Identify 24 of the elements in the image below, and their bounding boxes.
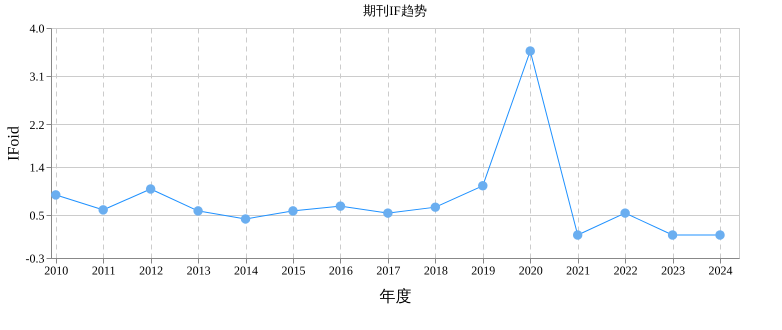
y-tick-label: 2.2 <box>30 118 44 132</box>
x-tick-label: 2024 <box>708 264 733 278</box>
x-tick-label: 2014 <box>234 264 258 278</box>
y-tick-label: 1.4 <box>30 160 44 175</box>
y-tick-label: 4.0 <box>30 22 44 36</box>
x-tick-label: 2012 <box>139 264 164 278</box>
x-tick-label: 2022 <box>614 264 638 278</box>
y-tick-label: 3.1 <box>30 70 44 84</box>
x-tick-label: 2017 <box>376 264 400 278</box>
x-tick-label: 2018 <box>424 264 448 278</box>
x-tick-label: 2011 <box>92 264 116 278</box>
x-tick-label: 2016 <box>328 264 353 278</box>
y-axis-title: IFoid <box>6 126 23 161</box>
y-tick-label: 0.5 <box>30 208 44 223</box>
y-tick-label: -0.3 <box>26 252 44 266</box>
x-tick-label: 2010 <box>44 264 68 278</box>
x-axis-title: 年度 <box>380 288 412 306</box>
chart-title: 期刊IF趋势 <box>363 3 427 18</box>
x-tick-label: 2015 <box>281 264 306 278</box>
x-tick-label: 2021 <box>566 264 590 278</box>
x-tick-label: 2019 <box>471 264 496 278</box>
x-tick-label: 2020 <box>518 264 543 278</box>
x-tick-label: 2013 <box>186 264 211 278</box>
x-tick-label: 2023 <box>661 264 686 278</box>
